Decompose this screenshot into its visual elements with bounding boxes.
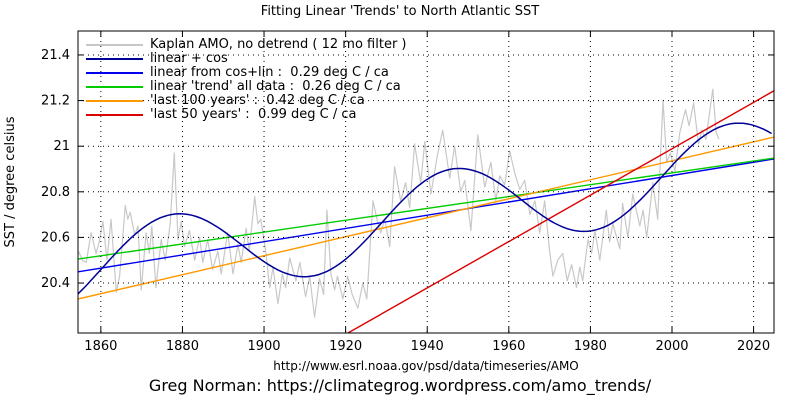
y-tick-label: 21.2: [41, 94, 70, 109]
axis-ticks: [78, 31, 774, 333]
legend-item: Kaplan AMO, no detrend ( 12 mo filter ): [86, 38, 407, 52]
legend-swatch-line: [86, 58, 143, 60]
y-tick-label: 21: [53, 139, 70, 154]
y-axis-label: SST / degree celsius: [3, 116, 18, 248]
x-tick-label: 1900: [247, 339, 280, 354]
legend-item-label: linear + cos: [150, 51, 228, 66]
plot-series: [78, 88, 774, 333]
legend-swatch-line: [86, 86, 143, 88]
legend-item-label: 'last 50 years' : 0.99 deg C / ca: [150, 107, 357, 122]
x-tick-label: 1960: [492, 339, 525, 354]
legend-item: linear from cos+lin : 0.29 deg C / ca: [86, 66, 407, 80]
amo-data-line: [78, 88, 720, 318]
trend-line: [78, 158, 774, 273]
y-tick-label: 20.8: [41, 185, 70, 200]
y-tick-label: 21.4: [41, 48, 70, 63]
legend-swatch-line: [86, 72, 143, 74]
chart-title: Fitting Linear 'Trends' to North Atlanti…: [260, 4, 540, 19]
legend-item: 'last 100 years' : 0.42 deg C / ca: [86, 94, 407, 108]
trend-line: [346, 90, 774, 333]
trend-line: [78, 136, 774, 300]
legend-swatch-line: [86, 44, 143, 46]
tick-labels: 1860 1880 1900 1920 1940 1960 1980 2000 2020 20.4…: [41, 48, 770, 354]
legend-item: 'last 50 years' : 0.99 deg C / ca: [86, 108, 407, 122]
gridlines: [78, 31, 774, 333]
legend-item-label: linear from cos+lin : 0.29 deg C / ca: [150, 65, 389, 80]
x-tick-label: 1920: [329, 339, 362, 354]
x-tick-label: 2020: [737, 339, 770, 354]
x-tick-label: 1860: [84, 339, 117, 354]
x-tick-label: 1980: [574, 339, 607, 354]
legend-item: linear 'trend' all data : 0.26 deg C / c…: [86, 80, 407, 94]
plot-border: [77, 30, 775, 334]
legend-item: linear + cos: [86, 52, 407, 66]
legend-item-label: Kaplan AMO, no detrend ( 12 mo filter ): [150, 37, 407, 52]
linear-plus-cos-curve: [78, 122, 772, 295]
x-tick-label: 1940: [411, 339, 444, 354]
trend-line: [78, 157, 774, 260]
x-tick-label: 2000: [655, 339, 688, 354]
legend-item-label: 'last 100 years' : 0.42 deg C / ca: [150, 93, 365, 108]
legend-swatch-line: [86, 114, 143, 116]
legend-item-label: linear 'trend' all data : 0.26 deg C / c…: [150, 79, 401, 94]
legend-swatch-line: [86, 100, 143, 102]
chart-legend: Kaplan AMO, no detrend ( 12 mo filter ) …: [86, 38, 407, 122]
source-url: http://www.esrl.noaa.gov/psd/data/timese…: [273, 359, 579, 373]
x-tick-label: 1880: [166, 339, 199, 354]
attribution-caption: Greg Norman: https://climategrog.wordpre…: [148, 376, 652, 395]
y-tick-label: 20.6: [41, 230, 70, 245]
y-tick-label: 20.4: [41, 276, 70, 291]
